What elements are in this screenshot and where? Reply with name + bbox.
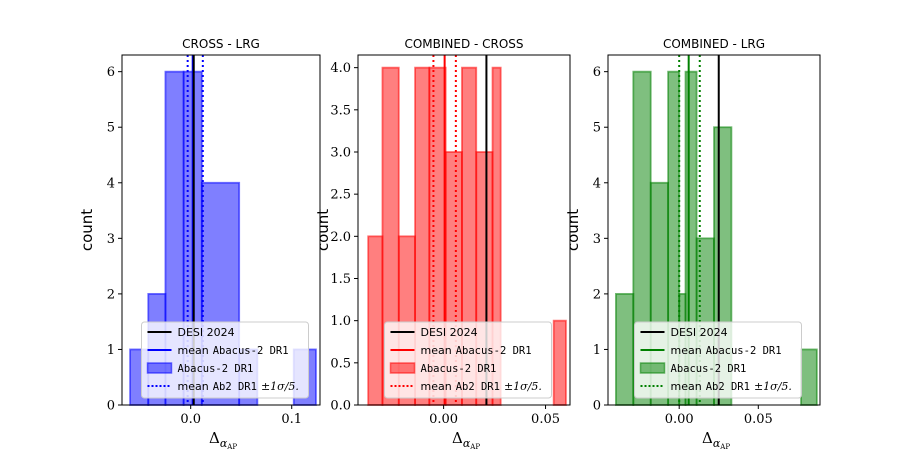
- x-tick-label: 0.00: [429, 412, 458, 427]
- x-tick-label: 0.05: [744, 412, 773, 427]
- x-label-ap: AP: [469, 443, 480, 451]
- y-tick-label: 3: [107, 232, 115, 247]
- y-tick-label: 6: [593, 65, 601, 80]
- legend-label-band: mean Ab2 DR1 ±1σ/5.: [178, 380, 299, 393]
- panel-2: 0.0 0.5 1.0 1.5 2.0 2.5 3.0 3.5 4.0 0.00 0.05 COMBI…: [314, 37, 571, 451]
- x-axis-label: ΔαAP: [452, 429, 480, 451]
- legend: DESI 2024 mean Abacus-2 DR1 Abacus-2 DR1 mea…: [384, 321, 552, 399]
- y-tick-label: 4: [107, 176, 115, 191]
- histogram-bar: [800, 348, 818, 406]
- legend-box: [634, 321, 802, 399]
- y-tick-label: 0.0: [330, 399, 351, 414]
- histogram-bar: [367, 235, 384, 406]
- axes-frame: [357, 54, 571, 406]
- histogram-bar: [615, 292, 635, 406]
- y-axis-label: count: [78, 209, 96, 251]
- panel-title: COMBINED - LRG: [663, 37, 765, 51]
- x-tick-label: 0.0: [180, 412, 201, 427]
- y-axis-label: count: [564, 209, 582, 251]
- legend-label-hist: Abacus-2 DR1: [178, 363, 254, 375]
- y-tick-label: 5: [593, 121, 601, 136]
- y-tick-label: 2.5: [330, 188, 351, 203]
- panel-title: CROSS - LRG: [182, 37, 260, 51]
- legend-label-hist: Abacus-2 DR1: [421, 363, 497, 375]
- y-tick-label: 5: [107, 121, 115, 136]
- legend-handle-hist: [389, 362, 416, 374]
- y-axis-label: count: [314, 209, 332, 251]
- legend-box: [384, 321, 552, 399]
- y-tick-label: 1: [107, 343, 115, 358]
- legend-label-band: mean Ab2 DR1 ±1σ/5.: [671, 380, 792, 393]
- legend-handle-hist: [639, 362, 666, 374]
- x-label-alpha: α: [220, 437, 228, 450]
- x-tick-label: 0.00: [665, 412, 694, 427]
- legend-label-mean: mean Abacus-2 DR1: [421, 344, 532, 357]
- legend-label-band: mean Ab2 DR1 ±1σ/5.: [421, 380, 542, 393]
- axes-frame: [121, 54, 321, 406]
- x-label-delta: Δ: [452, 429, 463, 447]
- legend-box: [141, 321, 309, 399]
- y-tick-label: 6: [107, 65, 115, 80]
- y-tick-label: 1.0: [330, 314, 351, 329]
- x-label-alpha: α: [713, 437, 721, 450]
- panel-1: 0 1 2 3 4 5 6 0.0 0.1 CROSS - LRG count ΔαAP DESI 20…: [78, 37, 321, 451]
- legend-handle-hist: [146, 362, 173, 374]
- y-tick-label: 2: [593, 287, 601, 302]
- legend-label-hist: Abacus-2 DR1: [671, 363, 747, 375]
- x-tick-label: 0.05: [531, 412, 560, 427]
- y-tick-label: 4: [593, 176, 601, 191]
- legend-label-mean: mean Abacus-2 DR1: [671, 344, 782, 357]
- y-tick-label: 0: [593, 399, 601, 414]
- y-tick-label: 1: [593, 343, 601, 358]
- legend-label-desi: DESI 2024: [178, 326, 235, 339]
- y-tick-label: 2.0: [330, 230, 351, 245]
- y-tick-label: 0.5: [330, 356, 351, 371]
- y-tick-label: 4.0: [330, 61, 351, 76]
- y-tick-label: 0: [107, 399, 115, 414]
- legend: DESI 2024 mean Abacus-2 DR1 Abacus-2 DR1 mea…: [634, 321, 802, 399]
- y-tick-label: 3.5: [330, 103, 351, 118]
- panel-title: COMBINED - CROSS: [404, 37, 523, 51]
- x-tick-label: 0.1: [281, 412, 302, 427]
- legend-label-desi: DESI 2024: [671, 326, 728, 339]
- x-axis-label: ΔαAP: [209, 429, 237, 451]
- x-label-delta: Δ: [702, 429, 713, 447]
- y-tick-label: 1.5: [330, 272, 351, 287]
- histogram-bar: [552, 319, 567, 406]
- x-label-ap: AP: [719, 443, 730, 451]
- y-tick-label: 3.0: [330, 145, 351, 160]
- x-label-alpha: α: [463, 437, 471, 450]
- x-label-delta: Δ: [209, 429, 220, 447]
- legend: DESI 2024 mean Abacus-2 DR1 Abacus-2 DR1 mea…: [141, 321, 309, 399]
- panel-3: 0 1 2 3 4 5 6 0.00 0.05 COMBINED - LRG count ΔαAP DE…: [564, 37, 821, 451]
- legend-label-desi: DESI 2024: [421, 326, 478, 339]
- y-tick-label: 3: [593, 232, 601, 247]
- y-tick-label: 2: [107, 287, 115, 302]
- legend-label-mean: mean Abacus-2 DR1: [178, 344, 289, 357]
- x-label-ap: AP: [226, 443, 237, 451]
- x-axis-label: ΔαAP: [702, 429, 730, 451]
- axes-frame: [607, 54, 821, 406]
